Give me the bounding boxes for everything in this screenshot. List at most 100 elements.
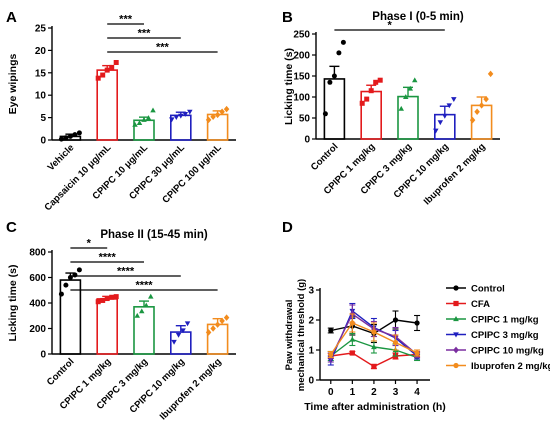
panel-c-point: [139, 308, 145, 314]
panel-c-y-tick-label: 600: [29, 273, 46, 284]
panel-label-d: D: [282, 219, 293, 236]
panel-b-y-tick-label: 250: [293, 30, 310, 41]
panel-a-point: [210, 113, 216, 120]
panel-d-series-ibuprofen-2-mg-kg-point: [371, 329, 377, 335]
panel-b-point: [433, 128, 439, 134]
panel-b-point: [373, 79, 379, 85]
panel-c-point: [95, 299, 101, 305]
panel-c-point: [180, 328, 186, 334]
panel-d-series-cpipc-1-mg-kg-legend-marker: [453, 316, 459, 322]
panel-b-point: [478, 102, 485, 109]
panel-c-point: [104, 296, 110, 302]
panel-b-point: [368, 88, 374, 94]
panel-a-significance-label: ***: [156, 42, 170, 54]
panel-a-point: [63, 135, 69, 141]
panel-a-point: [187, 109, 193, 115]
panel-c-y-tick-label: 400: [29, 299, 46, 310]
panel-b-point: [403, 94, 409, 99]
panel-a-point: [223, 105, 230, 113]
panel-c-y-axis-label: Licking time (s): [7, 264, 19, 341]
panel-b-point: [474, 108, 480, 115]
panel-label-a: A: [6, 9, 17, 26]
panel-b-y-tick-label: 200: [293, 51, 310, 62]
panel-d-series-cpipc-10-mg-kg-legend-marker: [453, 346, 459, 354]
panel-d-series-ibuprofen-2-mg-kg-legend-marker: [453, 362, 459, 369]
panel-b-y-tick-label: 0: [304, 135, 310, 146]
panel-c-point: [143, 302, 149, 308]
panel-b-point: [377, 77, 383, 83]
panel-b-point: [327, 79, 333, 85]
panel-c-y-tick-label: 0: [40, 350, 46, 361]
panel-a-point: [182, 112, 189, 117]
panel-a-y-tick-label: 20: [35, 46, 47, 57]
panel-d-series-cpipc-1-mg-kg-point: [371, 344, 377, 350]
panel-c-significance-label: ****: [135, 280, 153, 292]
panel-c-point: [210, 325, 216, 332]
panel-c-bar-ibuprofen-2-mg-kg: [206, 323, 229, 355]
panel-label-b: B: [282, 9, 293, 26]
panel-a-point: [141, 116, 147, 122]
panel-a: A 0 5 10 15 20 25 Eye wipings VehicleCapsaicin …: [6, 9, 236, 213]
panel-c-x-tick-label: Ibuprofen 2 mg/kg: [158, 356, 224, 422]
panel-b-point: [398, 105, 404, 111]
panel-c-point: [223, 314, 230, 321]
panel-a-point: [104, 67, 110, 73]
panel-b-point: [442, 113, 448, 119]
panel-c-point: [214, 321, 221, 328]
panel-a-point: [173, 115, 180, 121]
panel-a-y-axis-label: Eye wipings: [7, 54, 19, 115]
panel-label-c: C: [6, 219, 17, 236]
panel-a-point: [150, 107, 156, 113]
panel-d-y-tick-label: 3: [308, 286, 314, 297]
panel-b-point: [359, 100, 365, 106]
panel-c-point: [58, 291, 64, 297]
panel-a-point: [132, 121, 138, 127]
panel-d-series-cfa-legend-marker: [453, 300, 459, 307]
panel-a-point: [178, 113, 184, 119]
panel-a-bar-cpipc-10-g-ml: [133, 119, 155, 141]
panel-d-y-axis-label-line: mechanical threshold (g): [296, 279, 307, 391]
panel-d-series-ibuprofen-2-mg-kg-point: [414, 350, 420, 356]
panel-d-x-tick-label: 2: [371, 387, 377, 398]
panel-a-point: [72, 132, 78, 138]
panel-a-point: [58, 136, 64, 142]
panel-a-y-tick-label: 15: [35, 68, 47, 79]
panel-d-y-axis-label: Paw withdrawalmechanical threshold (g): [284, 279, 307, 391]
panel-b-point: [469, 116, 476, 124]
panel-c-point: [205, 329, 212, 336]
panel-d-x-tick-label: 0: [328, 387, 334, 398]
panel-b-y-tick-label: 100: [293, 93, 310, 104]
panel-c-title: Phase II (15-45 min): [100, 229, 208, 241]
panel-a-x-tick-label: Vehicle: [46, 142, 77, 173]
panel-a-y-tick-label: 10: [35, 91, 47, 102]
panel-d-series-cfa-legend-label: CFA: [471, 299, 490, 310]
panel-c-bar-cpipc-1-mg-kg: [96, 298, 118, 355]
panel-d: D 0 1 2 3 0 1 2 3 4 Time after administration (h)…: [282, 219, 550, 413]
panel-a-x-tick-label: Capsaicin 10 μg/mL: [42, 142, 113, 213]
panel-d-series-control-legend-label: Control: [471, 284, 505, 295]
panel-c-point: [63, 282, 69, 288]
panel-d-series-ibuprofen-2-mg-kg-point: [392, 339, 399, 346]
panel-a-significance-label: ***: [119, 14, 133, 26]
panel-d-series-cpipc-3-mg-kg-legend-marker: [453, 332, 459, 338]
panel-a-point: [100, 72, 106, 78]
panel-a-y-tick-label: 0: [40, 136, 46, 147]
panel-b-point: [483, 95, 489, 103]
panel-d-x-tick-label: 1: [350, 387, 356, 398]
panel-b-point: [322, 111, 328, 117]
panel-c-y-tick-label: 800: [29, 248, 46, 259]
panel-c-point: [175, 332, 182, 338]
panel-d-series-ibuprofen-2-mg-kg-point: [349, 320, 355, 326]
panel-b-y-tick-label: 50: [299, 114, 311, 125]
panel-c-point: [148, 293, 154, 299]
panel-a-point: [219, 108, 225, 116]
panel-d-y-axis-label-line: Paw withdrawal: [284, 300, 295, 371]
panel-d-series-control-point: [414, 320, 420, 326]
panel-d-series-control-point: [392, 317, 399, 323]
panel-d-series-ibuprofen-2-mg-kg-point: [328, 351, 334, 358]
panel-c-point: [72, 272, 78, 278]
panel-b-point: [437, 120, 444, 126]
panel-a-point: [169, 117, 175, 123]
panel-b-point: [364, 96, 370, 102]
panel-b-bar-control: [323, 78, 346, 140]
